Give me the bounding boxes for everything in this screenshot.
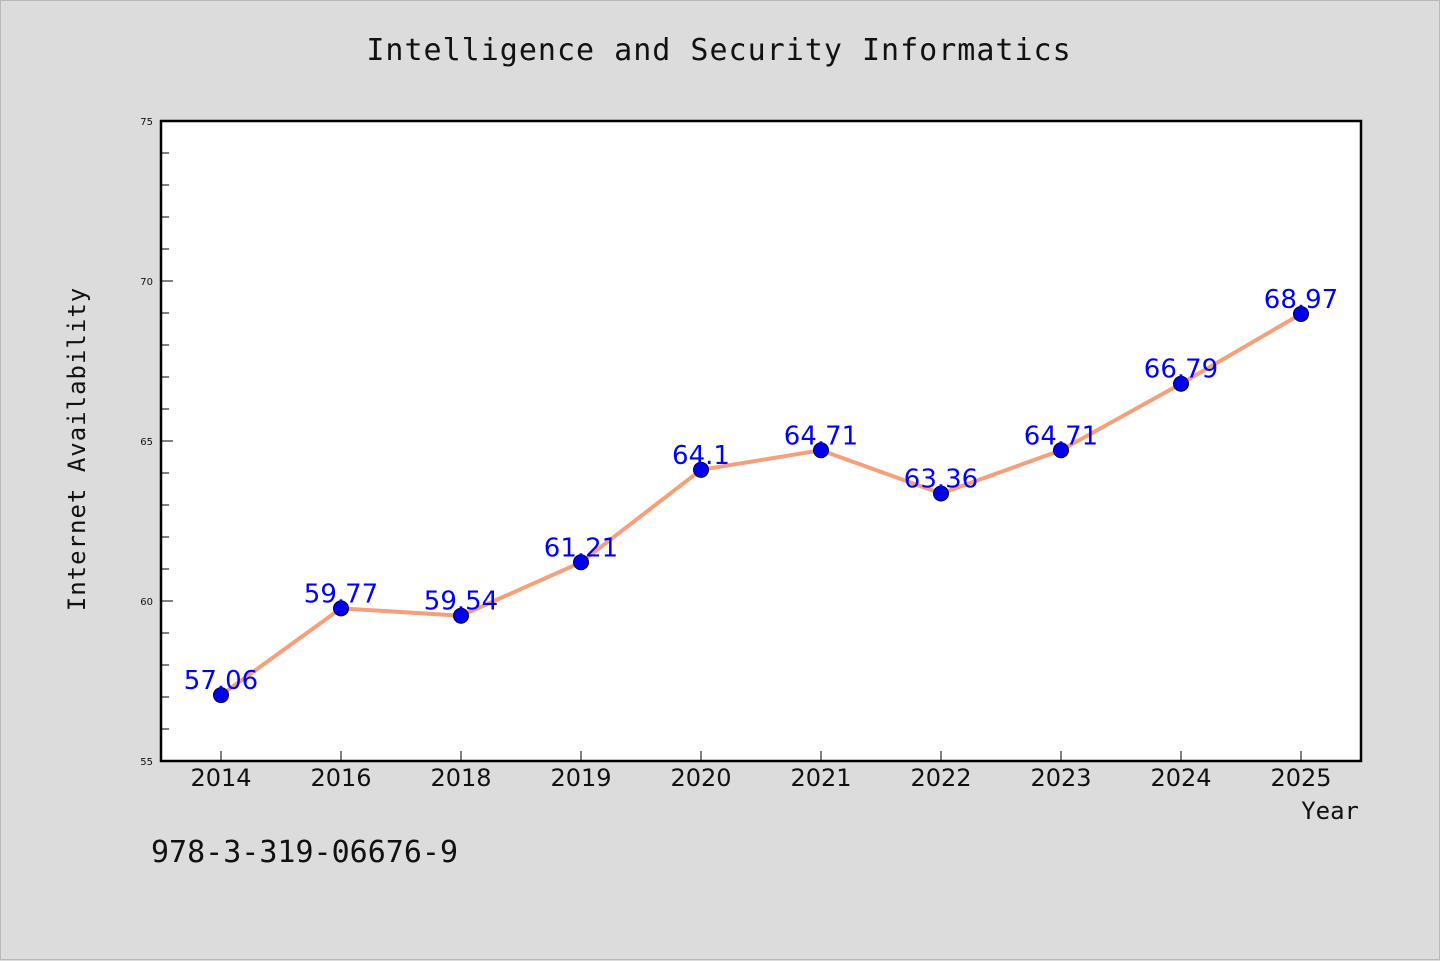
chart-title: Intelligence and Security Informatics: [366, 33, 1072, 68]
data-point: [813, 442, 829, 459]
data-label: 64.71: [1024, 421, 1098, 451]
series-line: [219, 311, 1303, 698]
data-label: 68.97: [1264, 285, 1338, 315]
x-tick-label: 2016: [310, 764, 371, 792]
data-label: 64.71: [784, 421, 858, 451]
x-axis-ticks: 2014 2016 2018 2019 2020 2021 2022 2023 2024 2025: [190, 751, 1332, 792]
y-tick-label: 55: [140, 757, 153, 768]
data-label: 64.1: [672, 441, 730, 471]
x-tick-label: 2023: [1030, 764, 1091, 792]
x-axis-label: Year: [1301, 797, 1359, 825]
x-tick-label: 2019: [550, 764, 611, 792]
data-point: [453, 607, 469, 624]
y-axis-ticks: 55 60 65 70 75: [140, 117, 173, 768]
isbn-footnote: 978-3-319-06676-9: [151, 835, 459, 870]
x-tick-label: 2024: [1150, 764, 1211, 792]
plot-area: [161, 121, 1361, 761]
x-tick-label: 2018: [430, 764, 491, 792]
data-point: [333, 600, 349, 617]
data-markers: [213, 305, 1309, 704]
y-tick-label: 75: [140, 117, 153, 128]
data-label: 57.06: [184, 666, 258, 696]
data-label: 59.77: [304, 579, 378, 609]
data-label: 63.36: [904, 464, 978, 494]
data-labels: 57.06 59.77 59.54 61.21 64.1 64.71 63.36 64.71 6…: [184, 285, 1338, 696]
data-point: [693, 461, 709, 478]
y-tick-label: 60: [140, 597, 153, 608]
data-point: [1173, 375, 1189, 392]
data-point: [213, 687, 229, 704]
plot-frame: [159, 119, 1363, 763]
data-point: [933, 485, 949, 502]
data-point: [1293, 305, 1309, 322]
y-tick-label: 65: [140, 437, 153, 448]
y-tick-label: 70: [140, 277, 153, 288]
x-tick-label: 2014: [190, 764, 251, 792]
x-tick-label: 2020: [670, 764, 731, 792]
data-label: 66.79: [1144, 355, 1218, 385]
x-tick-label: 2025: [1270, 764, 1331, 792]
data-label: 61.21: [544, 533, 618, 563]
data-point: [573, 554, 589, 571]
data-point: [1053, 442, 1069, 459]
data-label: 59.54: [424, 587, 498, 617]
x-tick-label: 2022: [910, 764, 971, 792]
x-tick-label: 2021: [790, 764, 851, 792]
